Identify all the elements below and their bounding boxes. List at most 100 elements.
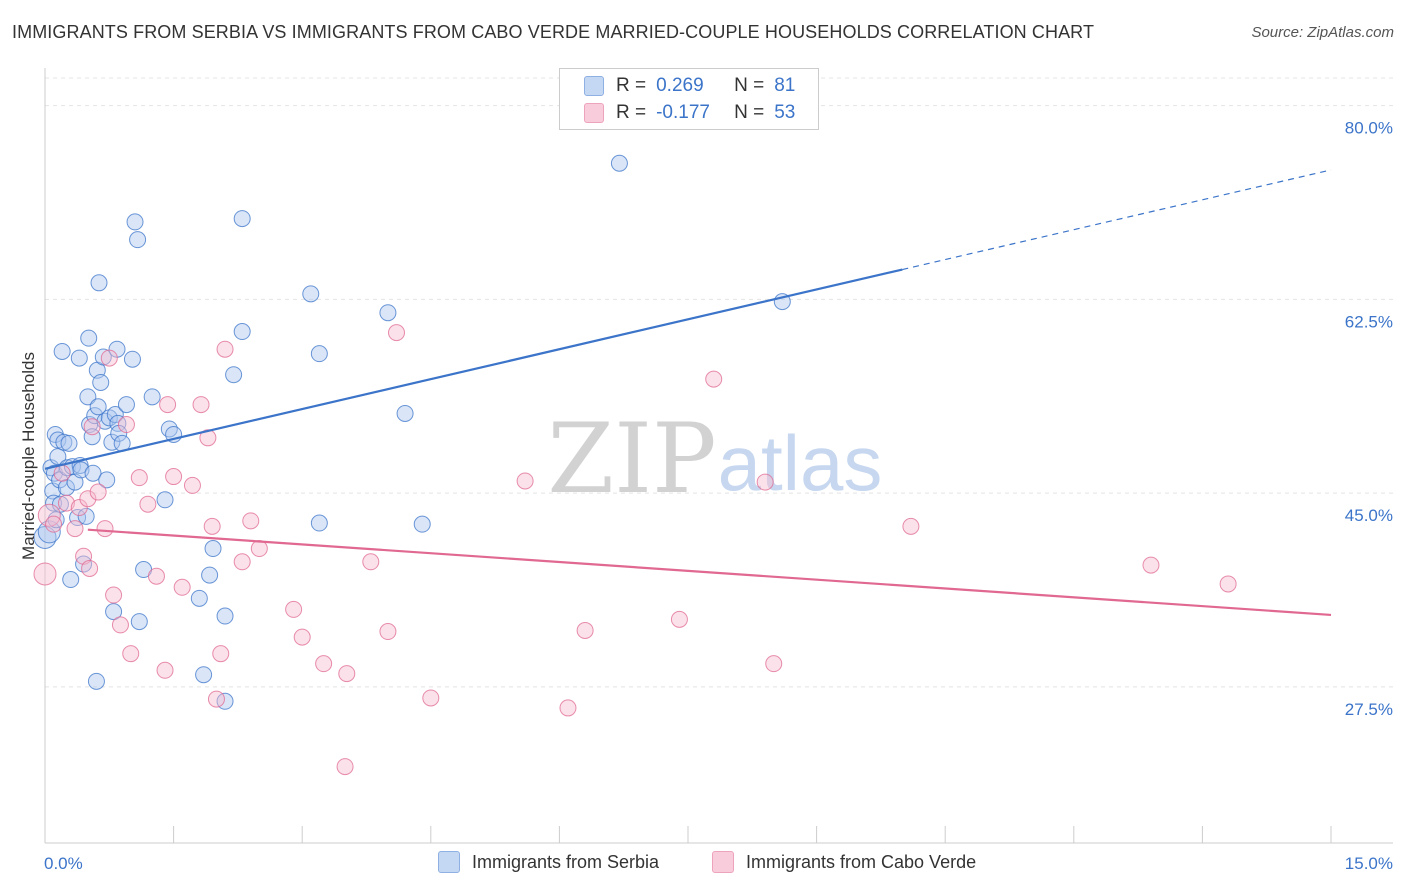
cabo-point: [183, 476, 201, 494]
cabo-point: [53, 464, 71, 482]
serbia-point: [55, 433, 73, 451]
correlation-legend: R = 0.269 N = 81 R = -0.177 N = 53: [559, 68, 819, 130]
serbia-point: [53, 342, 71, 360]
serbia-point: [123, 350, 141, 368]
cabo-point: [670, 610, 688, 628]
serbia-point: [84, 464, 102, 482]
serbia-n-value: 81: [774, 75, 796, 96]
serbia-point: [117, 396, 135, 414]
serbia-point: [126, 213, 144, 231]
serbia-point: [105, 603, 123, 621]
cabo-r-label: R =: [616, 102, 647, 123]
serbia-point: [204, 540, 222, 558]
cabo-point: [576, 621, 594, 639]
serbia-trend-line: [44, 268, 903, 470]
label-layer: 27.5% 45.0% 62.5% 80.0% 0.0% 15.0%: [44, 119, 1393, 873]
x-tick-label: 15.0%: [1345, 854, 1393, 873]
cabo-r-value: -0.177: [656, 102, 710, 123]
serbia-point: [90, 274, 108, 292]
cabo-point: [117, 416, 135, 434]
serbia-point: [156, 491, 174, 509]
cabo-point: [66, 520, 84, 538]
cabo-point: [212, 645, 230, 663]
serbia-point: [60, 434, 78, 452]
cabo-point: [902, 517, 920, 535]
serbia-n-label: N =: [734, 75, 765, 96]
watermark-zip: ZIP: [547, 403, 716, 515]
cabo-point: [705, 370, 723, 388]
bottom-cabo-swatch: [712, 851, 734, 873]
cabo-point: [559, 699, 577, 717]
serbia-point: [98, 471, 116, 489]
serbia-point: [201, 566, 219, 584]
serbia-point: [62, 571, 80, 589]
serbia-point: [413, 515, 431, 533]
cabo-point: [57, 494, 75, 512]
serbia-point: [396, 404, 414, 422]
serbia-point: [89, 398, 107, 416]
cabo-point: [79, 490, 97, 508]
bottom-cabo-label: Immigrants from Cabo Verde: [746, 851, 977, 872]
cabo-point: [293, 628, 311, 646]
cabo-point: [362, 553, 380, 571]
serbia-point: [79, 388, 97, 406]
serbia-point: [233, 210, 251, 228]
serbia-point: [94, 348, 112, 366]
cabo-point: [422, 689, 440, 707]
cabo-point: [199, 429, 217, 447]
watermark-atlas: atlas: [718, 419, 883, 507]
cabo-trend-line: [87, 528, 1332, 617]
serbia-point: [92, 373, 110, 391]
cabo-point: [139, 495, 157, 513]
cabo-point: [96, 520, 114, 538]
y-tick-label: 45.0%: [1345, 506, 1393, 525]
y-tick-label: 80.0%: [1345, 119, 1393, 138]
cabo-n-value: 53: [774, 102, 796, 123]
cabo-point: [516, 472, 534, 490]
serbia-point: [70, 349, 88, 367]
legend-row-cabo: R = -0.177 N = 53: [584, 100, 795, 126]
serbia-point: [195, 666, 213, 684]
cabo-point: [130, 469, 148, 487]
cabo-point: [216, 340, 234, 358]
cabo-point: [388, 324, 406, 342]
axis-layer: [44, 68, 1393, 844]
serbia-point: [233, 323, 251, 341]
cabo-point: [165, 468, 183, 486]
serbia-point: [379, 304, 397, 322]
cabo-point: [89, 483, 107, 501]
bottom-legend-serbia: Immigrants from Serbia: [438, 851, 659, 873]
points-layer: [33, 154, 1237, 776]
serbia-point: [225, 366, 243, 384]
cabo-point: [233, 553, 251, 571]
cabo-point: [1219, 575, 1237, 593]
cabo-point: [1142, 556, 1160, 574]
serbia-point: [310, 345, 328, 363]
serbia-point: [610, 154, 628, 172]
watermark: ZIP atlas: [547, 403, 882, 515]
serbia-r-label: R =: [616, 75, 647, 96]
cabo-point: [173, 578, 191, 596]
cabo-point: [338, 665, 356, 683]
bottom-serbia-label: Immigrants from Serbia: [472, 851, 660, 872]
serbia-point: [190, 589, 208, 607]
trend-layer: [44, 169, 1332, 617]
cabo-point: [122, 645, 140, 663]
serbia-point: [37, 520, 61, 544]
serbia-point: [216, 607, 234, 625]
cabo-point: [192, 396, 210, 414]
serbia-point: [86, 407, 104, 425]
cabo-point: [379, 623, 397, 641]
bottom-serbia-swatch: [438, 851, 460, 873]
serbia-point: [77, 507, 95, 525]
legend-row-serbia: R = 0.269 N = 81: [584, 73, 795, 99]
chart-title: IMMIGRANTS FROM SERBIA VS IMMIGRANTS FRO…: [12, 22, 1095, 42]
serbia-point: [83, 428, 101, 446]
cabo-point: [207, 690, 225, 708]
cabo-point: [159, 396, 177, 414]
cabo-point: [242, 512, 260, 530]
cabo-point: [70, 499, 88, 517]
y-tick-label: 62.5%: [1345, 312, 1393, 331]
cabo-point: [111, 616, 129, 634]
